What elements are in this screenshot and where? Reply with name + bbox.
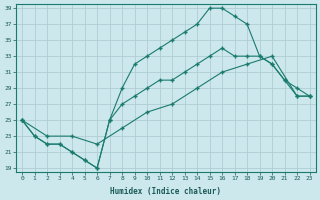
X-axis label: Humidex (Indice chaleur): Humidex (Indice chaleur) [110,187,221,196]
